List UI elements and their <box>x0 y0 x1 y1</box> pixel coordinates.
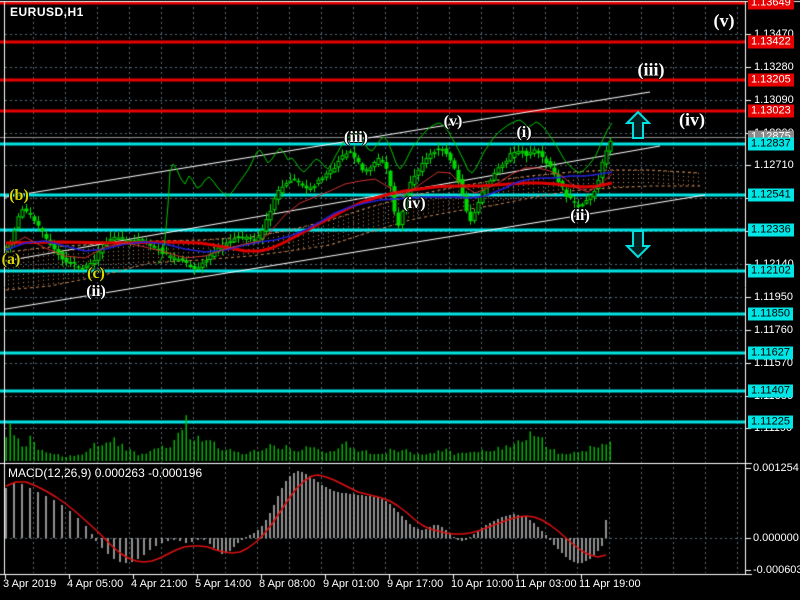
macd-scale-label: 0.000000 <box>753 532 799 544</box>
price-badge-cyan: 1.12102 <box>748 264 794 278</box>
price-badge-red: 1.13422 <box>748 35 794 49</box>
wave-label: (iv) <box>402 195 426 212</box>
time-label: 4 Apr 21:00 <box>131 578 188 590</box>
up-arrow-icon <box>625 110 651 139</box>
macd-scale-label: 0.001254 <box>753 462 799 474</box>
wave-label: (a) <box>1 251 21 268</box>
wave-label: (iii) <box>637 59 665 80</box>
time-label: 4 Apr 05:00 <box>67 578 124 590</box>
price-badge-cyan: 1.11225 <box>748 415 793 429</box>
time-label: 9 Apr 01:00 <box>323 578 380 590</box>
price-badge-cyan: 1.12541 <box>748 188 794 202</box>
symbol-timeframe-label: EURUSD,H1 <box>10 5 84 19</box>
macd-scale-label: -0.000603 <box>753 564 800 576</box>
price-badge-cyan: 1.11627 <box>748 346 793 360</box>
price-badge-red: 1.13649 <box>748 0 794 10</box>
macd-indicator-label: MACD(12,26,9) 0.000263 -0.000196 <box>8 466 203 480</box>
price-tick-label: 1.12710 <box>754 159 794 172</box>
wave-label: (ii) <box>86 283 106 300</box>
time-label: 9 Apr 17:00 <box>387 578 444 590</box>
time-label: 11 Apr 03:00 <box>515 578 577 590</box>
price-badge-cyan: 1.11850 <box>748 307 793 321</box>
wave-label: (iv) <box>679 109 705 130</box>
wave-label: (iii) <box>344 129 368 146</box>
wave-label: (i) <box>516 124 532 141</box>
wave-label: (ii) <box>570 207 590 224</box>
wave-label: (v) <box>443 113 463 130</box>
price-badge-red: 1.13205 <box>748 73 794 87</box>
time-label: 5 Apr 14:00 <box>195 578 252 590</box>
price-badge-cyan: 1.12336 <box>748 223 794 237</box>
time-label: 8 Apr 08:00 <box>259 578 316 590</box>
price-tick-label: 1.11760 <box>754 323 793 336</box>
price-tick-label: 1.11570 <box>754 356 793 369</box>
time-label: 3 Apr 2019 <box>3 578 57 590</box>
time-label: 11 Apr 19:00 <box>579 578 641 590</box>
wave-label: (b) <box>9 187 29 204</box>
price-tick-label: 1.11950 <box>754 290 793 303</box>
wave-label: (v) <box>713 10 735 31</box>
price-badge-cyan: 1.11407 <box>748 384 793 398</box>
wave-label: (c) <box>87 265 105 282</box>
price-badge-red: 1.13023 <box>748 104 794 118</box>
price-tick-label: 1.13090 <box>754 93 794 106</box>
price-badge-cyan: 1.12837 <box>748 137 794 150</box>
time-label: 10 Apr 10:00 <box>451 578 514 590</box>
price-tick-label: 1.13280 <box>754 60 794 73</box>
down-arrow-icon <box>625 230 651 259</box>
